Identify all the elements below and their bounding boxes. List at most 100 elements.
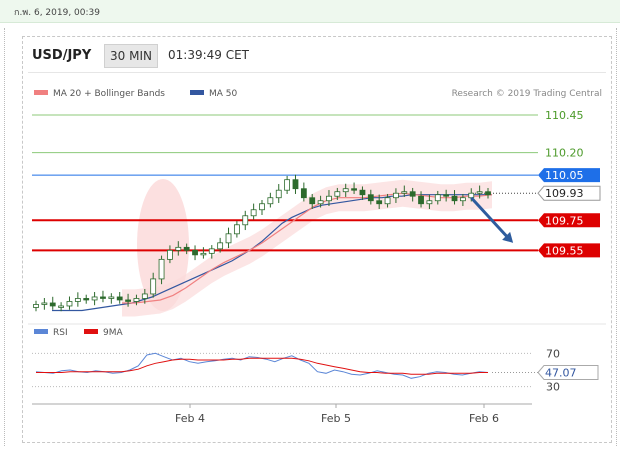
candle-body [83, 298, 90, 301]
price-tag: 109.55 [538, 243, 600, 257]
candle-body [91, 296, 98, 301]
bollinger-band [137, 179, 189, 311]
price-tag-label: 110.05 [545, 169, 584, 182]
price-tag-label: 110.45 [545, 109, 584, 122]
price-tag: 109.93 [537, 185, 601, 201]
chart-panel [22, 36, 612, 443]
candle-body [418, 195, 424, 205]
candle-body [351, 188, 357, 191]
candle-body [125, 299, 131, 302]
candle-body [41, 302, 48, 305]
candle-body [208, 248, 215, 254]
price-tag: 110.20 [545, 147, 584, 160]
candle-body [393, 192, 399, 199]
rsi-tag-bg [537, 365, 599, 380]
candle-body [434, 194, 441, 202]
price-tag: 110.45 [545, 109, 584, 122]
candle-body [384, 197, 391, 205]
outer-frame [4, 28, 617, 446]
candle-body [233, 224, 240, 235]
candle-body [217, 242, 224, 250]
rsi-tick-label: 70 [546, 347, 560, 360]
price-tag-bg [537, 185, 601, 201]
candle-body [451, 195, 458, 202]
candle-body [66, 301, 73, 307]
x-tick-label: Feb 6 [469, 412, 499, 425]
candle-body [150, 278, 157, 295]
price-tag-label: 109.75 [545, 214, 584, 227]
candle-body [116, 296, 123, 301]
candle-body [33, 304, 39, 308]
ma9-swatch-icon [84, 329, 98, 334]
candle-body [250, 209, 257, 217]
candle-body [443, 194, 450, 197]
candle-body [367, 194, 374, 202]
candle-body [133, 298, 140, 302]
legend-9ma: 9MA [84, 328, 123, 338]
candle-body [426, 200, 433, 205]
ma50-line [52, 194, 492, 312]
header-divider [28, 72, 606, 73]
rsi-ma-line [36, 357, 488, 375]
candle-body [401, 191, 408, 194]
credit-text: Research © 2019 Trading Central [451, 89, 602, 99]
interval-button[interactable]: 30 MIN [104, 44, 158, 68]
candle-body [326, 195, 332, 202]
price-tag: 110.05 [538, 168, 600, 183]
x-tick-label: Feb 5 [321, 412, 351, 425]
legend-9ma-label: 9MA [103, 328, 123, 338]
date-bar: ก.พ. 6, 2019, 00:39 [0, 0, 620, 23]
symbol-label: USD/JPY [32, 48, 92, 63]
candle-body [183, 246, 190, 251]
candle-body [292, 179, 299, 190]
candle-body [242, 215, 249, 226]
candle-body [409, 191, 416, 197]
candle-body [267, 197, 274, 205]
date-text: ก.พ. 6, 2019, 00:39 [14, 8, 100, 18]
price-tag-bg [538, 243, 600, 258]
legend-ma50: MA 50 [190, 89, 237, 99]
legend-ma20: MA 20 + Bollinger Bands [34, 89, 165, 99]
ma20-swatch-icon [34, 90, 48, 95]
candle-body [74, 298, 81, 302]
price-tag-bg [538, 168, 600, 183]
candle-body [359, 189, 366, 196]
candle-body [275, 189, 282, 199]
candle-body [309, 197, 316, 205]
rsi-current-label: 47.07 [545, 367, 577, 380]
rsi-swatch-icon [34, 329, 48, 334]
candle-body [342, 188, 349, 193]
price-tag-label: 110.20 [545, 147, 584, 160]
candle-body [58, 305, 65, 308]
candle-body [376, 200, 383, 205]
time-label: 01:39:49 CET [168, 48, 249, 62]
candle-body [317, 200, 324, 205]
candle-body [192, 249, 198, 256]
rsi-tick-label: 30 [546, 381, 560, 394]
price-tag: 109.75 [538, 213, 600, 228]
candle-body [108, 296, 115, 299]
candle-body [300, 188, 307, 199]
legend-rsi: RSI [34, 328, 68, 338]
candle-body [485, 191, 491, 196]
candle-body [284, 179, 291, 191]
ma50-swatch-icon [190, 90, 204, 95]
candle-body [49, 302, 56, 307]
projection-arrow-head [502, 231, 514, 243]
candle-body [476, 191, 483, 194]
candle-body [334, 191, 341, 197]
candle-body [100, 296, 106, 299]
candle-body [141, 293, 148, 299]
candle-body [459, 197, 466, 202]
legend-ma20-label: MA 20 + Bollinger Bands [53, 89, 165, 99]
candle-body [158, 258, 165, 280]
legend-rsi-label: RSI [53, 328, 68, 338]
price-tag-bg [538, 213, 600, 228]
candle-body [259, 203, 265, 211]
price-tag-label: 109.55 [545, 244, 584, 257]
legend-ma50-label: MA 50 [209, 89, 238, 99]
candle-body [468, 192, 475, 199]
price-tag-label: 109.93 [545, 187, 584, 200]
ma20-line [122, 192, 493, 304]
